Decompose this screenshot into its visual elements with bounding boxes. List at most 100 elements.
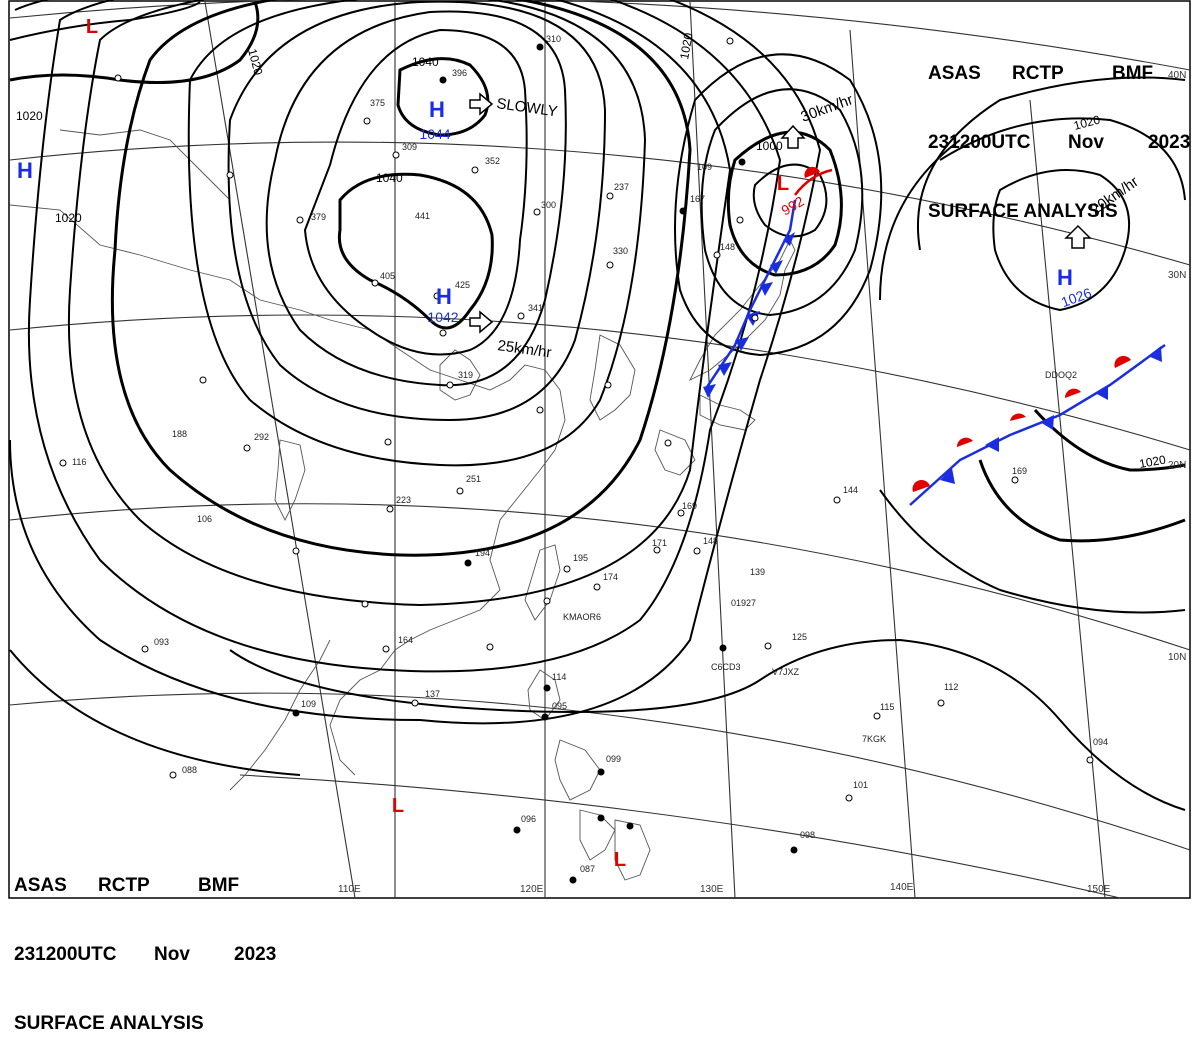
isobar-label-1020-a: 1020: [245, 47, 266, 77]
lat-label-30n: 30N: [1168, 270, 1186, 281]
station-number: 223: [396, 495, 411, 505]
isobar-labels: 1040 1040 1020 1020 1020 1020 1020 1020 …: [16, 31, 1167, 470]
station-number: 195: [573, 553, 588, 563]
station-number: 088: [182, 765, 197, 775]
low-value-992: 992: [778, 193, 806, 219]
high-value-1044: 1044: [419, 126, 450, 142]
station-number: 144: [843, 485, 858, 495]
header-title: SURFACE ANALYSIS: [928, 201, 1118, 222]
header-year: 2023: [234, 944, 277, 965]
pressure-centers: H 1044 H 1042 H 1026 H L 992 L L L: [17, 16, 1094, 871]
station-number: 310: [546, 34, 561, 44]
station-number: 379: [311, 212, 326, 222]
callsign-v7jxz: V7JXZ: [772, 667, 800, 677]
station-number: 425: [455, 280, 470, 290]
station-number: 112: [944, 682, 958, 692]
header-month: Nov: [1068, 132, 1104, 153]
ship-callsigns: DDOQ2 01927 V7JXZ C6CD3 KMAOR6 7KGK: [563, 370, 1077, 744]
station-number: 169: [1012, 466, 1027, 476]
header-code: BMF: [198, 875, 240, 896]
lon-label-120e: 120E: [520, 884, 544, 895]
station-number: 167: [690, 194, 705, 204]
high-center-west: H: [17, 158, 33, 183]
lat-label-40n: 40N: [1168, 70, 1186, 81]
station-number: 106: [197, 514, 212, 524]
movement-arrows: [469, 92, 1092, 334]
header-region: ASAS: [14, 875, 67, 896]
station-number: 309: [402, 142, 417, 152]
header-code: BMF: [1112, 63, 1154, 84]
chart-header-top: ASAS RCTP BMF 231200UTC Nov 2023 SURFACE…: [928, 16, 1190, 246]
high-center-1044: H: [429, 97, 445, 122]
lat-label-20n: 20N: [1168, 460, 1186, 471]
station-number: 441: [415, 211, 430, 221]
station-number: 148: [703, 536, 718, 546]
station-number: 116: [72, 457, 86, 467]
header-time: 231200UTC: [14, 944, 117, 965]
callsign-c6cd3: C6CD3: [711, 662, 741, 672]
station-number: 330: [613, 246, 628, 256]
station-circles: [59, 37, 1094, 884]
callsign-01927: 01927: [731, 598, 756, 608]
low-center-south: L: [392, 795, 404, 817]
station-number: 375: [370, 98, 385, 108]
lon-label-130e: 130E: [700, 884, 724, 895]
lon-label-150e: 150E: [1087, 884, 1111, 895]
isobar-label-1020-b: 1020: [16, 109, 43, 123]
header-region: ASAS: [928, 63, 981, 84]
stationary-front: [909, 343, 1166, 506]
warm-front-low: [794, 166, 833, 196]
station-number: 251: [466, 474, 481, 484]
low-center-northwest: L: [86, 16, 98, 38]
high-center-1026: H: [1057, 265, 1073, 290]
station-number: 114: [552, 672, 566, 682]
station-number: 319: [458, 370, 473, 380]
high-center-1042: H: [436, 284, 452, 309]
station-number: 139: [750, 567, 765, 577]
isobar-label-1040-b: 1040: [376, 171, 403, 185]
callsign-7kgk: 7KGK: [862, 734, 886, 744]
station-number: 164: [398, 635, 413, 645]
header-center: RCTP: [1012, 63, 1064, 84]
lon-label-110e: 110E: [338, 884, 361, 895]
station-number: 174: [603, 572, 618, 582]
weather-map: H 1044 H 1042 H 1026 H L 992 L L L SLOWL…: [8, 0, 1191, 899]
isobar-label-1020-e: 1020: [1072, 112, 1102, 133]
station-number: 098: [800, 830, 815, 840]
movement-25kmhr: 25km/hr: [496, 337, 552, 361]
header-month: Nov: [154, 944, 190, 965]
isobar-label-1040-a: 1040: [412, 55, 439, 69]
chart-header-bottom: ASAS RCTP BMF 231200UTC Nov 2023 SURFACE…: [14, 828, 276, 1058]
callsign-kmaor6: KMAOR6: [563, 612, 601, 622]
station-numbers: 375 396 309 352 379 441 405 425 310 300 …: [72, 34, 1108, 874]
graticule-labels: 110E 120E 130E 140E 150E 40N 30N 20N 10N: [338, 70, 1186, 895]
station-number: 093: [154, 637, 169, 647]
station-number: 125: [792, 632, 807, 642]
station-number: 087: [580, 864, 595, 874]
latitude-lines: [9, 0, 1191, 899]
header-center: RCTP: [98, 875, 150, 896]
station-number: 188: [172, 429, 187, 439]
station-number: 109: [697, 162, 712, 172]
isobar-label-1000: 1000: [756, 139, 783, 153]
station-number: 101: [853, 780, 868, 790]
header-time: 231200UTC: [928, 132, 1031, 153]
isobar-label-1020-f: 1020: [1138, 452, 1167, 470]
station-number: 171: [652, 538, 667, 548]
station-number: 237: [614, 182, 629, 192]
low-center-philippines: L: [614, 849, 626, 871]
station-number: 115: [880, 702, 894, 712]
station-number: 341: [528, 303, 543, 313]
station-number: 109: [301, 699, 316, 709]
isobar-label-1020-c: 1020: [55, 211, 82, 225]
lon-label-140e: 140E: [890, 882, 914, 893]
station-number: 396: [452, 68, 467, 78]
header-year: 2023: [1148, 132, 1191, 153]
isobar-label-1020-d: 1020: [677, 31, 695, 60]
station-number: 352: [485, 156, 500, 166]
station-number: 169: [682, 501, 697, 511]
station-number: 405: [380, 271, 395, 281]
station-number: 292: [254, 432, 269, 442]
header-title: SURFACE ANALYSIS: [14, 1013, 204, 1034]
station-number: 096: [521, 814, 536, 824]
